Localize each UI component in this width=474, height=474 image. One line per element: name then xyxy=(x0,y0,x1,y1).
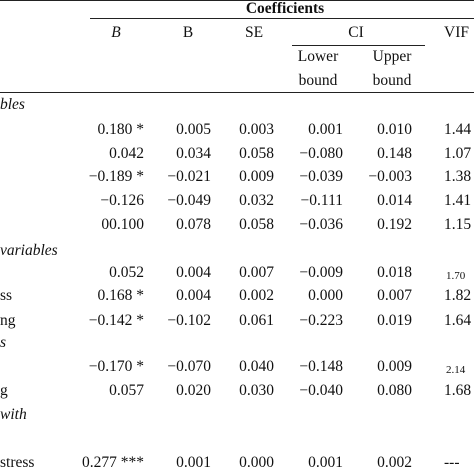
cell-b: −0.049 xyxy=(167,192,211,209)
cell-b-standardized: −0.142 * xyxy=(88,312,144,329)
cell-lower: −0.040 xyxy=(299,382,343,399)
cell-b-standardized: 0.168 * xyxy=(97,287,145,304)
col-header-b-standardized: B xyxy=(111,24,121,41)
cell-upper: 0.009 xyxy=(377,358,412,375)
cell-vif: 1.70 xyxy=(446,270,466,282)
col-header-upper-1: Upper xyxy=(372,48,412,65)
cell-vif: 1.38 xyxy=(444,168,472,185)
cell-b-standardized: 0.042 xyxy=(109,145,144,162)
cell-b: −0.102 xyxy=(167,312,211,329)
cell-upper: 0.014 xyxy=(377,192,412,209)
cell-upper: 0.080 xyxy=(377,382,412,399)
cell-vif: 1.68 xyxy=(444,382,472,399)
cell-upper: 0.148 xyxy=(377,145,412,162)
row-label: ss xyxy=(0,287,13,304)
header-bottom-rule xyxy=(0,92,474,93)
cell-vif: 1.64 xyxy=(444,312,472,329)
cell-lower: −0.223 xyxy=(299,312,343,329)
cell-b-standardized: 0.277 *** xyxy=(82,454,144,471)
cell-b: 0.034 xyxy=(176,145,211,162)
cell-se: 0.040 xyxy=(239,358,274,375)
cell-lower: 0.000 xyxy=(308,287,343,304)
cell-vif: 1.41 xyxy=(444,192,472,209)
row-label: stress xyxy=(0,454,35,471)
cell-lower: 0.001 xyxy=(308,454,343,471)
section-label-variables: variables xyxy=(0,242,58,259)
cell-b-standardized: −0.189 * xyxy=(88,168,144,185)
cell-lower: −0.009 xyxy=(299,264,343,281)
cell-upper: 0.007 xyxy=(377,287,412,304)
cell-b-standardized: −0.170 * xyxy=(88,358,144,375)
col-header-lower-2: bound xyxy=(298,72,338,89)
cell-lower: 0.001 xyxy=(308,121,343,138)
cell-b: 0.078 xyxy=(176,216,211,233)
section-label-control-variables: bles xyxy=(0,96,25,113)
cell-upper: 0.019 xyxy=(377,312,412,329)
row-label: g xyxy=(0,382,8,399)
cell-vif: 2.14 xyxy=(446,364,466,376)
cell-lower: −0.080 xyxy=(299,145,343,162)
cell-b-standardized: 0.057 xyxy=(109,382,144,399)
cell-b: 0.004 xyxy=(176,264,211,281)
top-rule xyxy=(0,0,474,1)
cell-upper: 0.002 xyxy=(377,454,412,471)
cell-vif: --- xyxy=(444,454,460,471)
cell-lower: −0.036 xyxy=(299,216,343,233)
cell-b: −0.021 xyxy=(167,168,211,185)
cell-b-standardized: 0.180 * xyxy=(97,121,145,138)
cell-lower: −0.111 xyxy=(300,192,343,209)
cell-upper: 0.192 xyxy=(377,216,412,233)
cell-b-standardized: 0.052 xyxy=(109,264,144,281)
cell-b: 0.005 xyxy=(176,121,211,138)
cell-se: 0.032 xyxy=(239,192,274,209)
section-label-with: with xyxy=(0,406,27,423)
cell-se: 0.058 xyxy=(239,216,274,233)
col-header-b: B xyxy=(182,24,194,41)
cell-b: 0.004 xyxy=(176,287,211,304)
col-header-lower-1: Lower xyxy=(297,48,339,65)
cell-lower: −0.039 xyxy=(299,168,343,185)
section-label-s: s xyxy=(0,334,7,351)
coefficients-underline xyxy=(90,18,474,19)
cell-vif: 1.15 xyxy=(444,216,472,233)
col-header-se: SE xyxy=(244,24,264,41)
cell-upper: 0.010 xyxy=(377,121,412,138)
cell-vif: 1.44 xyxy=(444,121,472,138)
col-header-vif: VIF xyxy=(444,24,469,41)
ci-underline xyxy=(292,45,425,46)
col-header-upper-2: bound xyxy=(372,72,412,89)
cell-b: 0.001 xyxy=(176,454,211,471)
cell-se: 0.058 xyxy=(239,145,274,162)
cell-vif: 1.82 xyxy=(444,287,472,304)
cell-se: 0.003 xyxy=(239,121,274,138)
cell-se: 0.002 xyxy=(239,287,274,304)
row-label: ng xyxy=(0,312,16,329)
cell-se: 0.007 xyxy=(239,264,274,281)
cell-upper: 0.018 xyxy=(377,264,412,281)
cell-se: 0.009 xyxy=(239,168,274,185)
cell-upper: −0.003 xyxy=(368,168,412,185)
cell-b: −0.070 xyxy=(167,358,211,375)
cell-b-standardized: −0.126 xyxy=(100,192,144,209)
cell-lower: −0.148 xyxy=(299,358,343,375)
coefficients-header: Coefficients xyxy=(245,0,325,17)
col-header-ci: CI xyxy=(348,24,364,41)
cell-se: 0.000 xyxy=(239,454,274,471)
cell-vif: 1.07 xyxy=(444,145,472,162)
cell-se: 0.061 xyxy=(239,312,274,329)
cell-se: 0.030 xyxy=(239,382,274,399)
cell-b: 0.020 xyxy=(176,382,211,399)
cell-b-standardized: 00.100 xyxy=(101,216,144,233)
